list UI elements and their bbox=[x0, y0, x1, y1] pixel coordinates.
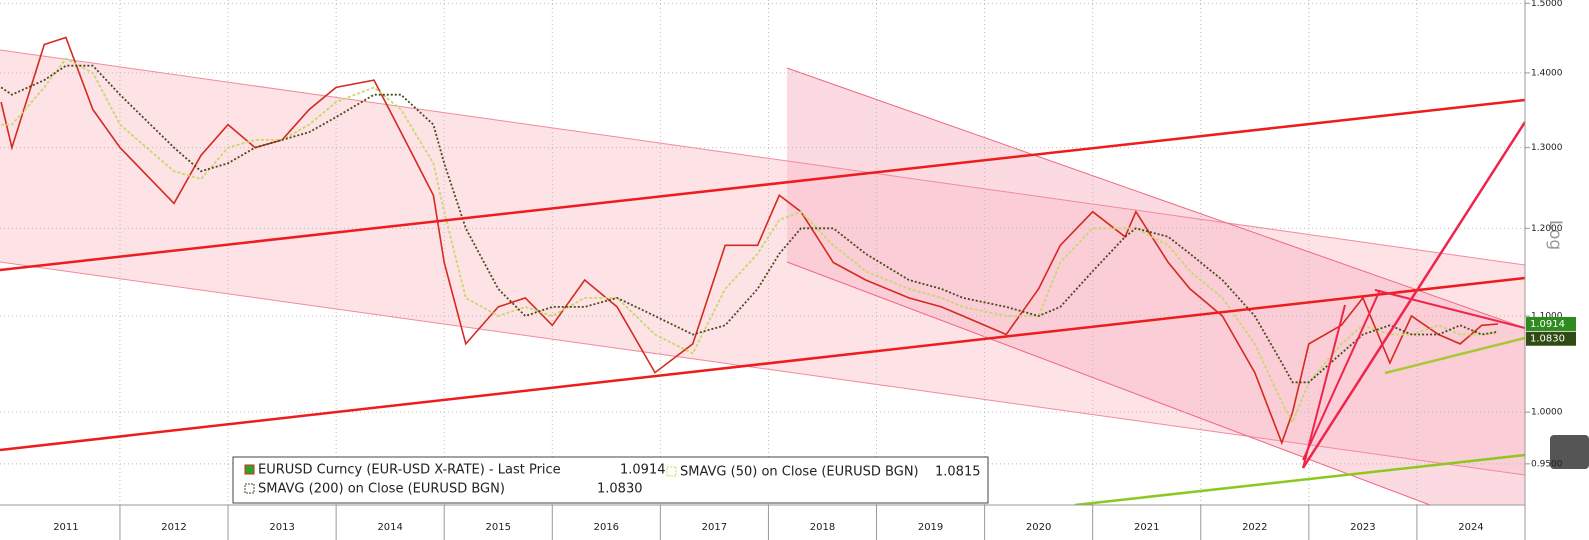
price-tag bbox=[1526, 316, 1576, 331]
channel-edge bbox=[786, 261, 1431, 506]
price-tag-label: 1.0830 bbox=[1530, 334, 1565, 345]
x-tick-label: 2017 bbox=[702, 522, 727, 533]
trend-line bbox=[1302, 289, 1381, 461]
trend-line bbox=[1374, 289, 1526, 329]
x-tick-label: 2015 bbox=[486, 522, 511, 533]
trend-line bbox=[0, 276, 1526, 452]
x-tick-label: 2023 bbox=[1350, 522, 1375, 533]
price-tag bbox=[1526, 331, 1576, 346]
x-tick-label: 2018 bbox=[810, 522, 835, 533]
x-tick-label: 2019 bbox=[918, 522, 943, 533]
axis-label: Log bbox=[1545, 220, 1565, 250]
legend-swatch bbox=[244, 464, 255, 475]
legend-swatch bbox=[244, 483, 255, 494]
x-tick-label: 2020 bbox=[1026, 522, 1051, 533]
x-axis-panel bbox=[0, 505, 1525, 540]
legend bbox=[232, 456, 989, 504]
channel bbox=[787, 68, 1525, 505]
trend-line bbox=[0, 98, 1526, 272]
channel-edge bbox=[0, 49, 1526, 266]
x-tick-label: 2016 bbox=[594, 522, 619, 533]
y-tick-label: 1.5000 bbox=[1531, 0, 1563, 9]
y-tick-label: 1.1000 bbox=[1531, 312, 1563, 322]
series-line bbox=[1, 57, 1499, 425]
y-tick-label: 1.4000 bbox=[1531, 68, 1563, 78]
y-tick-label: 0.9500 bbox=[1531, 459, 1563, 469]
y-tick-label: 1.2000 bbox=[1531, 224, 1563, 234]
legend-label: EURUSD Curncy (EUR-USD X-RATE) - Last Pr… bbox=[258, 463, 561, 478]
trend-line bbox=[1301, 121, 1527, 469]
x-tick-label: 2012 bbox=[161, 522, 186, 533]
legend-swatch bbox=[666, 466, 677, 477]
x-tick-label: 2022 bbox=[1242, 522, 1267, 533]
legend-value: 1.0830 bbox=[597, 482, 643, 497]
x-tick-label: 2011 bbox=[53, 522, 78, 533]
y-tick-label: 1.0000 bbox=[1531, 408, 1563, 418]
legend-value: 1.0815 bbox=[935, 465, 981, 480]
y-tick-label: 1.3000 bbox=[1531, 143, 1563, 153]
legend-label: SMAVG (200) on Close (EURUSD BGN) bbox=[258, 482, 505, 497]
x-tick-label: 2024 bbox=[1458, 522, 1483, 533]
channel-edge bbox=[0, 261, 1526, 476]
side-button[interactable] bbox=[1550, 435, 1589, 469]
x-tick-label: 2013 bbox=[269, 522, 294, 533]
legend-label: SMAVG (50) on Close (EURUSD BGN) bbox=[680, 465, 919, 480]
support-line bbox=[1074, 453, 1526, 507]
x-tick-label: 2021 bbox=[1134, 522, 1159, 533]
price-tag-label: 1.0914 bbox=[1530, 319, 1565, 330]
trend-line bbox=[1302, 304, 1346, 469]
legend-value: 1.0914 bbox=[620, 463, 666, 478]
support-line bbox=[1384, 336, 1526, 375]
series-line bbox=[0, 64, 1499, 384]
channel-edge bbox=[786, 67, 1526, 329]
x-tick-label: 2014 bbox=[377, 522, 402, 533]
